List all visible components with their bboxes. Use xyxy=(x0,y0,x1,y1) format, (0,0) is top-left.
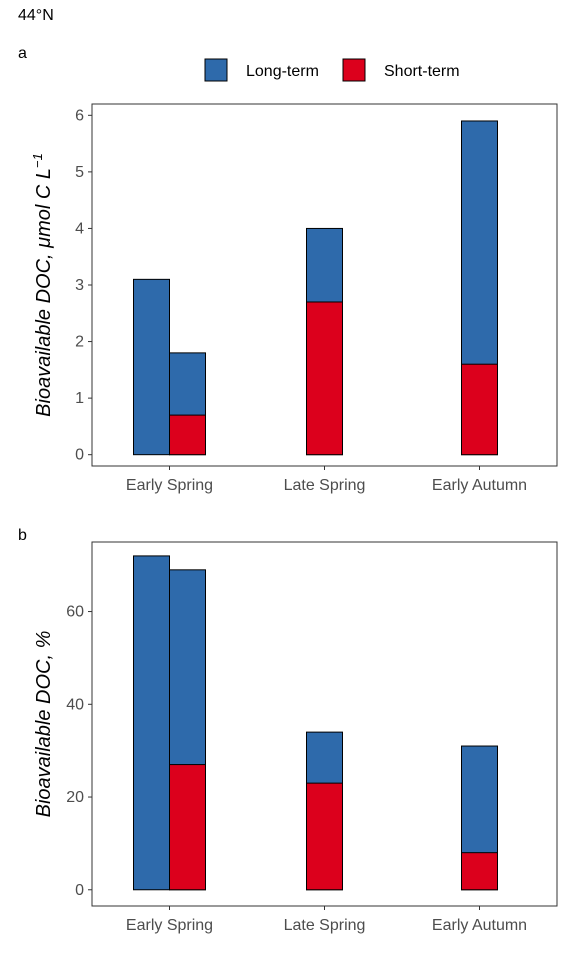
x-tick-label-early-spring: Early Spring xyxy=(126,477,213,494)
y-tick-label: 20 xyxy=(66,789,84,806)
y-tick-label: 6 xyxy=(75,107,84,124)
bar-short-term-late-spring-center xyxy=(306,301,343,456)
y-tick-label: 0 xyxy=(75,882,84,899)
legend-swatch-short-term xyxy=(342,58,366,82)
panel-b-x-axis: Early Spring Late Spring Early Autumn xyxy=(126,906,527,934)
x-tick-label-early-autumn: Early Autumn xyxy=(432,917,527,934)
bar-long-term-early-spring-left xyxy=(133,555,170,891)
y-tick-label: 0 xyxy=(75,447,84,464)
y-tick-label: 1 xyxy=(75,390,84,407)
bar-short-term-early-spring-right xyxy=(169,414,206,456)
bar-short-term-early-autumn-center xyxy=(461,363,498,456)
panel-b: b 0 20 40 60 Early Spring Late Spring Early A… xyxy=(18,527,558,934)
panel-a-bars xyxy=(133,120,498,456)
bar-short-term-late-spring-center xyxy=(306,782,343,891)
panel-a-y-axis-title: Bioavailable DOC, μmol C L−1 xyxy=(30,153,55,417)
panel-a-y-axis: 0 1 2 3 4 5 6 xyxy=(75,107,92,464)
x-tick-label-early-spring: Early Spring xyxy=(126,917,213,934)
legend-label-long-term: Long-term xyxy=(246,63,319,80)
x-tick-label-late-spring: Late Spring xyxy=(284,917,366,934)
y-tick-label: 4 xyxy=(75,220,84,237)
panel-b-y-axis: 0 20 40 60 xyxy=(66,604,92,899)
legend-swatch-long-term xyxy=(204,58,228,82)
bar-short-term-early-autumn-center xyxy=(461,852,498,891)
panel-a-tag: a xyxy=(18,45,27,62)
panel-a: a 0 1 2 3 4 5 6 Early Spring Late Spring Early A… xyxy=(18,45,558,494)
y-tick-label: 5 xyxy=(75,164,84,181)
legend-label-short-term: Short-term xyxy=(384,63,460,80)
x-tick-label-late-spring: Late Spring xyxy=(284,477,366,494)
panel-b-bars xyxy=(133,555,498,891)
y-tick-label: 40 xyxy=(66,696,84,713)
panel-b-tag: b xyxy=(18,527,27,544)
y-tick-label: 60 xyxy=(66,604,84,621)
bar-short-term-early-spring-right xyxy=(169,764,206,891)
panel-b-y-axis-title: Bioavailable DOC, % xyxy=(33,631,55,818)
y-tick-label: 2 xyxy=(75,334,84,351)
x-tick-label-early-autumn: Early Autumn xyxy=(432,477,527,494)
bar-long-term-early-spring-left xyxy=(133,278,170,456)
figure-title: 44°N xyxy=(18,7,54,24)
y-tick-label: 3 xyxy=(75,277,84,294)
panel-a-x-axis: Early Spring Late Spring Early Autumn xyxy=(126,466,527,494)
legend: Long-term Short-term xyxy=(204,58,460,82)
